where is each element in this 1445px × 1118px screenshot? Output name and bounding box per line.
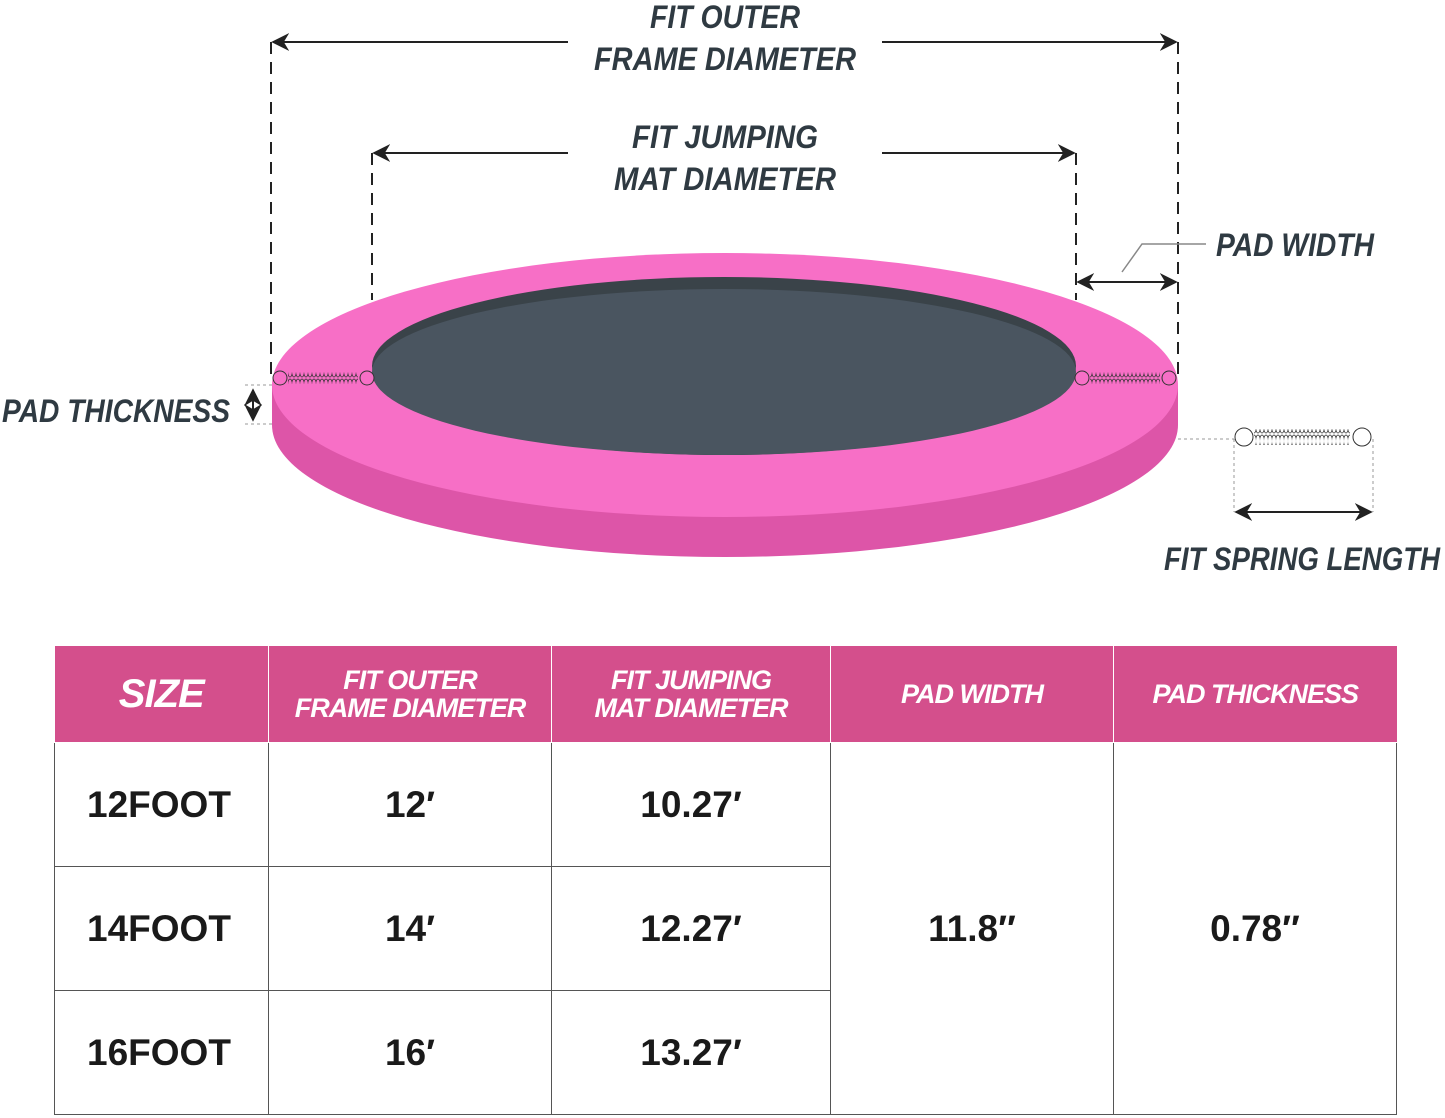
header-line: MAT DIAMETER: [594, 693, 789, 723]
cell-outer: 14′: [268, 866, 552, 991]
cell-pad-width: 11.8″: [830, 742, 1114, 1115]
size-table: SIZE FIT OUTER FRAME DIAMETER FIT JUMPING…: [54, 646, 1397, 1115]
cell-pad-thickness: 0.78″: [1113, 742, 1397, 1115]
table-row: 14FOOT 14′ 12.27′: [54, 866, 1397, 991]
spring-icon-left: [272, 370, 375, 386]
cell-outer: 12′: [268, 742, 552, 867]
header-size: SIZE: [54, 646, 269, 743]
header-outer-frame: FIT OUTER FRAME DIAMETER: [268, 646, 552, 743]
header-mat-diameter: FIT JUMPING MAT DIAMETER: [551, 646, 831, 743]
outer-frame-label-1: FIT OUTER: [650, 0, 800, 35]
jumping-mat: [372, 277, 1076, 455]
cell-size: 16FOOT: [54, 990, 269, 1115]
pad-width-label: PAD WIDTH: [1216, 227, 1375, 263]
cell-size: 14FOOT: [54, 866, 269, 991]
trampoline-pad-diagram: FIT OUTER FRAME DIAMETER FIT JUMPING MAT…: [2, 0, 1441, 577]
dimension-guides: [270, 42, 1179, 380]
mat-diameter-label-2: MAT DIAMETER: [614, 161, 836, 197]
cell-mat: 10.27′: [551, 742, 831, 867]
outer-frame-label-2: FRAME DIAMETER: [594, 41, 856, 77]
table-header-row: SIZE FIT OUTER FRAME DIAMETER FIT JUMPING…: [54, 646, 1397, 743]
cell-outer: 16′: [268, 990, 552, 1115]
spring-length-label: FIT SPRING LENGTH: [1164, 541, 1441, 577]
table-row: 12FOOT 12′ 10.27′ 11.8″ 0.78″: [54, 742, 1397, 1115]
mat-diameter-label-1: FIT JUMPING: [632, 119, 818, 155]
header-line: FIT JUMPING: [610, 664, 772, 695]
cell-mat: 13.27′: [551, 990, 831, 1115]
cell-mat: 12.27′: [551, 866, 831, 991]
spring-icon-right: [1074, 370, 1177, 386]
dimension-arrows: [244, 33, 1373, 521]
header-line: FRAME DIAMETER: [294, 693, 526, 723]
header-line: FIT OUTER: [343, 664, 477, 695]
header-pad-width: PAD WIDTH: [830, 646, 1114, 743]
table-row: 16FOOT 16′ 13.27′: [54, 990, 1397, 1115]
cell-size: 12FOOT: [54, 742, 269, 867]
spring-icon: [1234, 427, 1372, 447]
pad-thickness-label: PAD THICKNESS: [2, 393, 231, 429]
header-pad-thickness: PAD THICKNESS: [1113, 646, 1397, 743]
